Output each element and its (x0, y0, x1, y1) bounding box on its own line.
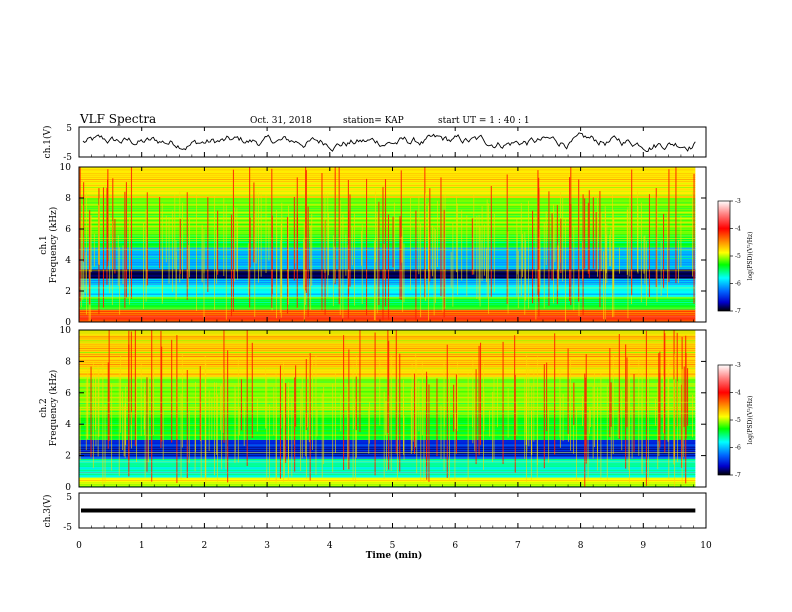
ch2-spectrogram-ylabel-channel: ch.2 (39, 398, 49, 417)
ch2-colorbar-label: log(PSD)(V²/Hz) (747, 396, 754, 445)
spec2-band (79, 416, 696, 440)
spec1-ytick-label: 8 (65, 194, 71, 204)
ch1-spectrogram-ylabel-channel: ch.1 (39, 235, 49, 254)
spec2-ytick-label: 10 (60, 326, 72, 336)
x-tick-label: 0 (76, 541, 82, 551)
date-label: Oct. 31, 2018 (250, 116, 312, 126)
ch1-spectrogram-ylabel-freq: Frequency (kHz) (48, 207, 59, 284)
ch1-colorbar-label: log(PSD)(V²/Hz) (747, 232, 754, 281)
colorbar-tick-label: -7 (735, 308, 741, 315)
colorbar-tick-label: -5 (735, 253, 741, 260)
x-tick-label: 10 (700, 541, 712, 551)
colorbar-tick-label: -4 (735, 226, 741, 233)
spec2-ytick-label: 8 (65, 357, 71, 367)
colorbar-tick-label: -6 (735, 281, 741, 288)
x-tick-label: 4 (327, 541, 333, 551)
spec2-band (79, 330, 696, 378)
x-tick-label: 5 (390, 541, 396, 551)
spec2-ytick-label: 2 (65, 452, 71, 462)
colorbar-tick-label: -3 (735, 362, 741, 369)
x-tick-label: 8 (578, 541, 584, 551)
ch3-ytick-top: 5 (66, 493, 72, 503)
spec1-band (79, 235, 696, 248)
spec1-band (79, 297, 696, 310)
ch2-colorbar (717, 364, 731, 476)
spec2-ytick-label: 6 (65, 389, 71, 399)
station-label: station= KAP (343, 116, 404, 126)
ch2-spectrogram-ylabel-freq: Frequency (kHz) (48, 370, 59, 447)
spec2-ytick-label: 0 (65, 483, 71, 493)
start-time-label: start UT = 1 : 40 : 1 (438, 116, 530, 126)
spec2-ytick-label: 4 (65, 420, 71, 430)
x-tick-label: 3 (264, 541, 270, 551)
colorbar-tick-label: -4 (735, 390, 741, 397)
ch1-ytick-bottom: -5 (63, 153, 72, 163)
colorbar-tick-label: -7 (735, 472, 741, 479)
spec1-ytick-label: 2 (65, 287, 71, 297)
x-tick-label: 9 (640, 541, 646, 551)
x-tick-label: 1 (139, 541, 145, 551)
colorbar-tick-label: -6 (735, 445, 741, 452)
ch3-ytick-bottom: -5 (63, 523, 72, 533)
x-tick-label: 2 (202, 541, 208, 551)
ch1-waveform-line (82, 132, 696, 153)
x-tick-label: 6 (452, 541, 458, 551)
spec1-band (79, 309, 696, 322)
ch1-waveform-ylabel: ch.1(V) (42, 126, 53, 159)
figure-title: VLF Spectra (79, 112, 156, 126)
spec1-ytick-label: 4 (65, 256, 71, 266)
spec1-ytick-label: 10 (60, 163, 72, 173)
spec1-ytick-label: 6 (65, 225, 71, 235)
ch1-ytick-top: 5 (66, 124, 72, 134)
ch3-waveform-ylabel: ch.3(V) (42, 495, 53, 528)
colorbar-tick-label: -3 (735, 198, 741, 205)
x-tick-label: 7 (515, 541, 521, 551)
spec1-ytick-label: 0 (65, 318, 71, 328)
colorbar-tick-label: -5 (735, 417, 741, 424)
x-axis-ticks: 0 1 2 3 4 5 6 7 8 9 10 (76, 127, 712, 551)
x-axis-label: Time (min) (366, 550, 423, 561)
spec1-band (79, 284, 696, 298)
ch1-colorbar (717, 200, 731, 312)
